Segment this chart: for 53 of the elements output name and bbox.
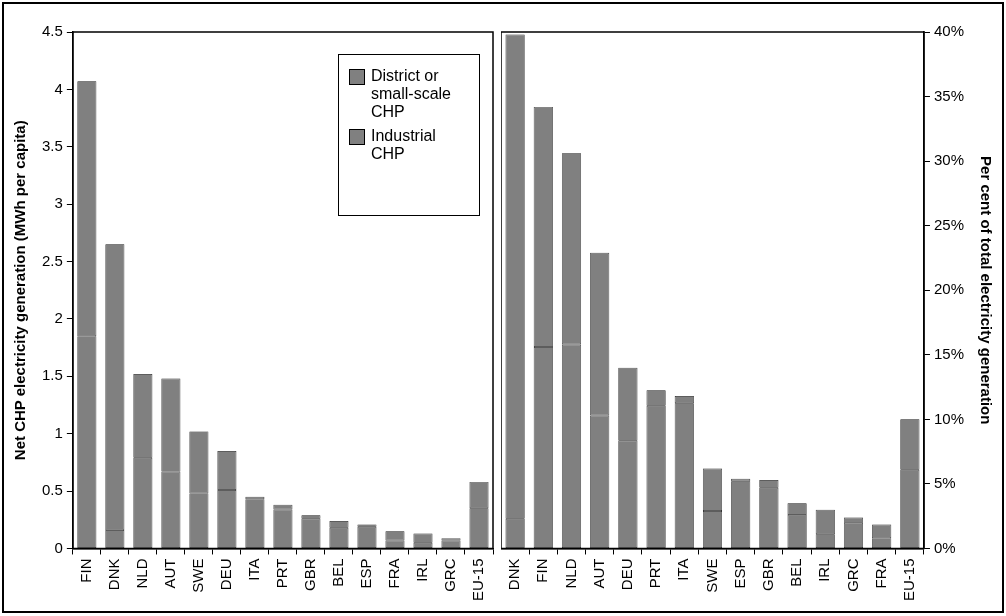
x-tick-label: EU-15 xyxy=(469,558,487,602)
x-tick-label: GBR xyxy=(759,558,777,591)
x-tick-label: DNK xyxy=(505,558,523,591)
x-tick-label: IRL xyxy=(815,558,833,582)
y-tick-label: 0 xyxy=(54,538,63,556)
x-tick-label: GRC xyxy=(441,558,459,592)
x-tick-label: NLD xyxy=(561,558,579,589)
x-tick-label: AUT xyxy=(161,558,179,589)
y-axis-title: Net CHP electricity generation (MWh per capita) xyxy=(11,120,29,461)
x-tick-label: ITA xyxy=(674,558,692,581)
x-tick-label: PRT xyxy=(646,558,664,589)
x-tick-label: FRA xyxy=(871,558,889,589)
x-tick-label: NLD xyxy=(133,558,151,589)
x-tick-label: DEU xyxy=(618,558,636,591)
y-tick-label: 1 xyxy=(54,423,63,441)
x-tick-label: ITA xyxy=(245,558,263,581)
x-tick-label: FRA xyxy=(385,558,403,589)
y2-tick-label: 5% xyxy=(933,474,956,492)
y2-tick-label: 10% xyxy=(933,409,965,427)
y2-tick-label: 0% xyxy=(933,538,956,556)
y-tick-label: 4 xyxy=(54,79,63,97)
y-tick-label: 0.5 xyxy=(41,481,63,499)
x-tick-label: GRC xyxy=(843,558,861,592)
x-tick-label: PRT xyxy=(273,558,291,589)
x-tick-label: IRL xyxy=(413,558,431,582)
y2-axis-title: Per cent of total electricity generation xyxy=(977,156,995,425)
y2-tick-label: 25% xyxy=(933,215,965,233)
x-tick-label: BEL xyxy=(329,558,347,587)
legend-label: District or small-scale CHP xyxy=(371,67,452,121)
y2-tick-label: 20% xyxy=(933,280,965,298)
x-tick-label: BEL xyxy=(787,558,805,587)
y-tick-label: 4.5 xyxy=(41,22,63,40)
y2-tick-label: 40% xyxy=(933,22,965,40)
x-tick-label: EU-15 xyxy=(900,558,918,602)
y-tick-label: 2.5 xyxy=(41,251,63,269)
x-tick-label: ESP xyxy=(357,558,375,589)
y-tick-label: 3 xyxy=(54,194,63,212)
x-tick-label: SWE xyxy=(702,558,720,593)
x-tick-label: AUT xyxy=(589,558,607,589)
y-tick-label: 3.5 xyxy=(41,136,63,154)
x-tick-label: GBR xyxy=(301,558,319,591)
y2-tick-label: 15% xyxy=(933,344,965,362)
x-tick-label: ESP xyxy=(730,558,748,589)
legend-label: Industrial CHP xyxy=(371,127,437,163)
x-tick-label: DNK xyxy=(105,558,123,591)
x-tick-label: FIN xyxy=(533,558,551,583)
x-tick-label: DEU xyxy=(217,558,235,591)
y2-tick-label: 35% xyxy=(933,86,965,104)
x-tick-label: FIN xyxy=(77,558,94,583)
y-tick-label: 2 xyxy=(54,309,63,327)
y-tick-label: 1.5 xyxy=(41,366,63,384)
y2-tick-label: 30% xyxy=(933,151,965,169)
x-tick-label: SWE xyxy=(189,558,207,593)
